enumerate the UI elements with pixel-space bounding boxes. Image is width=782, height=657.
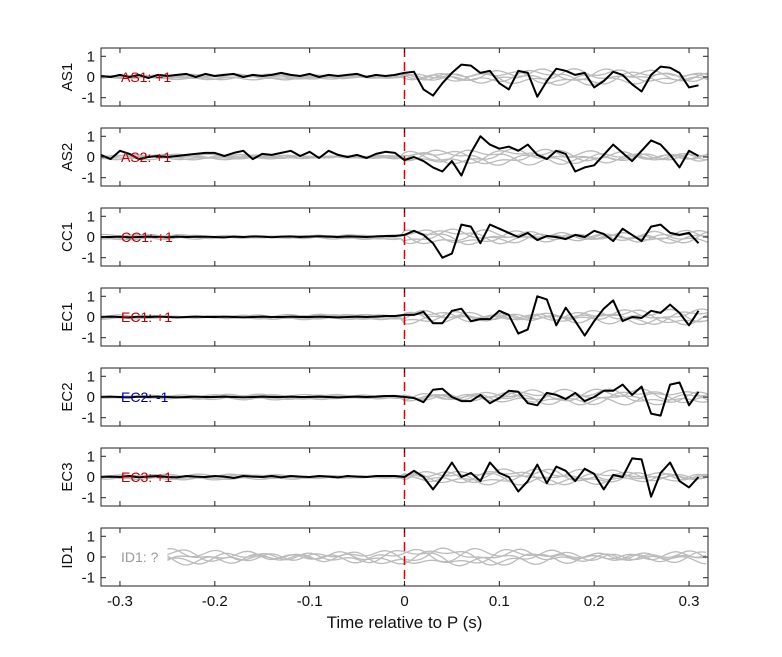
- y-tick-label: -1: [82, 570, 95, 587]
- station-label: EC3: [59, 462, 76, 491]
- x-tick-label: -0.3: [107, 593, 133, 610]
- station-label: CC1: [59, 222, 76, 252]
- panel-ec2: EC2: -1 -1 0 1 EC2: [59, 367, 709, 427]
- y-tick-label: 0: [87, 149, 95, 166]
- polarity-label: ID1: ?: [121, 549, 159, 565]
- background-trace: [101, 150, 708, 165]
- plot-area: [101, 208, 708, 266]
- polarity-label: EC2: -1: [121, 389, 169, 405]
- x-tick-label: 0: [400, 593, 408, 610]
- waveform-trace: [101, 223, 700, 259]
- y-tick-label: 1: [87, 288, 95, 305]
- plot-area: [101, 128, 708, 186]
- polarity-label: CC1: +1: [121, 229, 173, 245]
- y-tick-label: 1: [87, 528, 95, 545]
- waveform-trace: [101, 457, 700, 498]
- y-tick-label: 1: [87, 448, 95, 465]
- x-tick-label: 0.3: [679, 593, 700, 610]
- y-tick-label: -1: [82, 490, 95, 507]
- polarity-label: EC1: +1: [121, 309, 172, 325]
- plot-area: [167, 528, 707, 586]
- waveform-trace: [101, 381, 700, 417]
- y-tick-label: 0: [87, 309, 95, 326]
- x-tick-label: 0.2: [584, 593, 605, 610]
- waveform-trace: [101, 295, 700, 337]
- panel-id1: ID1: ? -1 0 1 -0.3 -0.2 -0.1 0 0.1 0.2 0.3 ID1: [59, 527, 709, 610]
- panel-cc1: CC1: +1 -1 0 1 CC1: [59, 207, 709, 267]
- panel-as2: AS2: +1 -1 0 1 AS2: [59, 127, 709, 187]
- x-tick-label: -0.2: [202, 593, 228, 610]
- plot-area: [101, 368, 708, 426]
- polarity-label: EC3: +1: [121, 469, 172, 485]
- y-tick-label: 0: [87, 229, 95, 246]
- plot-area: [101, 48, 708, 106]
- station-label: EC1: [59, 302, 76, 331]
- waveform-trace: [101, 135, 699, 177]
- station-label: EC2: [59, 382, 76, 411]
- x-axis-title: Time relative to P (s): [327, 613, 483, 632]
- polarity-label: AS2: +1: [121, 149, 171, 165]
- panel-ec3: EC3: +1 -1 0 1 EC3: [59, 447, 709, 507]
- y-tick-label: 1: [87, 208, 95, 225]
- y-tick-label: 0: [87, 389, 95, 406]
- background-trace: [101, 148, 708, 165]
- y-tick-label: -1: [82, 410, 95, 427]
- y-tick-label: 1: [87, 48, 95, 65]
- panel-ec1: EC1: +1 -1 0 1 EC1: [59, 287, 709, 347]
- x-tick-label: 0.1: [489, 593, 510, 610]
- y-tick-label: -1: [82, 90, 95, 107]
- y-tick-label: 0: [87, 549, 95, 566]
- waveform-trace: [101, 63, 699, 98]
- plot-area: [101, 448, 708, 506]
- station-label: ID1: [59, 545, 76, 568]
- station-label: AS2: [59, 143, 76, 171]
- y-tick-label: 0: [87, 69, 95, 86]
- plot-area: [101, 288, 708, 346]
- background-trace: [101, 469, 708, 486]
- y-tick-label: 1: [87, 368, 95, 385]
- y-tick-label: -1: [82, 250, 95, 267]
- background-trace: [167, 548, 707, 566]
- panel-as1: AS1: +1 -1 0 1 AS1: [59, 47, 709, 107]
- background-trace: [167, 547, 707, 566]
- y-tick-label: 0: [87, 469, 95, 486]
- station-label: AS1: [59, 63, 76, 91]
- y-tick-label: -1: [82, 330, 95, 347]
- y-tick-label: -1: [82, 170, 95, 187]
- x-tick-label: -0.1: [297, 593, 323, 610]
- polarity-label: AS1: +1: [121, 69, 171, 85]
- y-tick-label: 1: [87, 128, 95, 145]
